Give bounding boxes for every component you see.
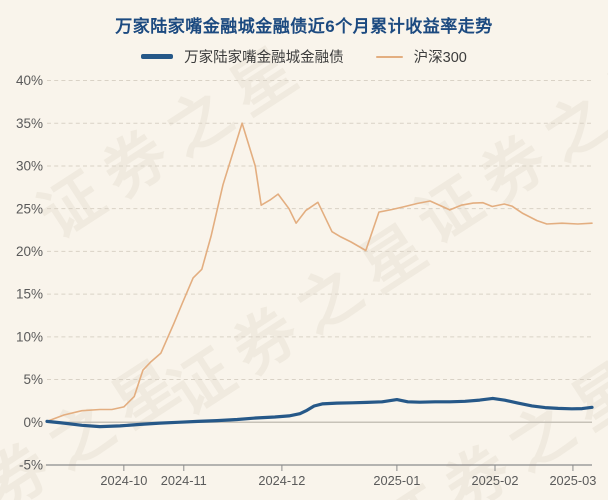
legend: 万家陆家嘴金融城金融债 沪深300	[0, 46, 608, 67]
series-line-index	[46, 122, 593, 423]
legend-item-index[interactable]: 沪深300	[375, 46, 467, 67]
x-tick-label: 2025-02	[472, 473, 519, 488]
x-tick-label: 2024-12	[258, 473, 305, 488]
y-tick-label: -5%	[19, 458, 43, 473]
x-axis: 2024-10 2024-11 2024-12 2025-01 2025-02 2025-…	[46, 464, 596, 488]
y-tick-label: 10%	[16, 329, 43, 344]
y-tick-label: 0%	[23, 415, 43, 430]
y-tick-label: 35%	[16, 116, 43, 131]
y-tick-label: 30%	[16, 159, 43, 174]
x-tick-label: 2024-10	[100, 473, 147, 488]
chart-title: 万家陆家嘴金融城金融债近6个月累计收益率走势	[115, 17, 493, 36]
y-tick-label: 15%	[16, 287, 43, 302]
index-line-swatch-icon	[375, 55, 403, 58]
fund-line-swatch-icon	[141, 54, 174, 59]
gridlines	[47, 80, 592, 424]
y-tick-label: 20%	[16, 244, 43, 259]
x-tick-label: 2025-01	[373, 473, 420, 488]
legend-item-fund[interactable]: 万家陆家嘴金融城金融债	[141, 46, 344, 67]
y-tick-label: 40%	[16, 73, 43, 88]
legend-label-fund: 万家陆家嘴金融城金融债	[184, 50, 344, 66]
y-axis-labels: 40% 35% 30% 25% 20% 15% 10% 5% 0% -5%	[16, 73, 43, 473]
x-tick-label: 2025-03	[549, 473, 596, 488]
y-tick-label: 5%	[23, 372, 43, 387]
series-line-fund	[45, 396, 594, 429]
y-tick-label: 25%	[16, 201, 43, 216]
x-tick-label: 2024-11	[161, 473, 207, 488]
legend-label-index: 沪深300	[413, 50, 467, 66]
